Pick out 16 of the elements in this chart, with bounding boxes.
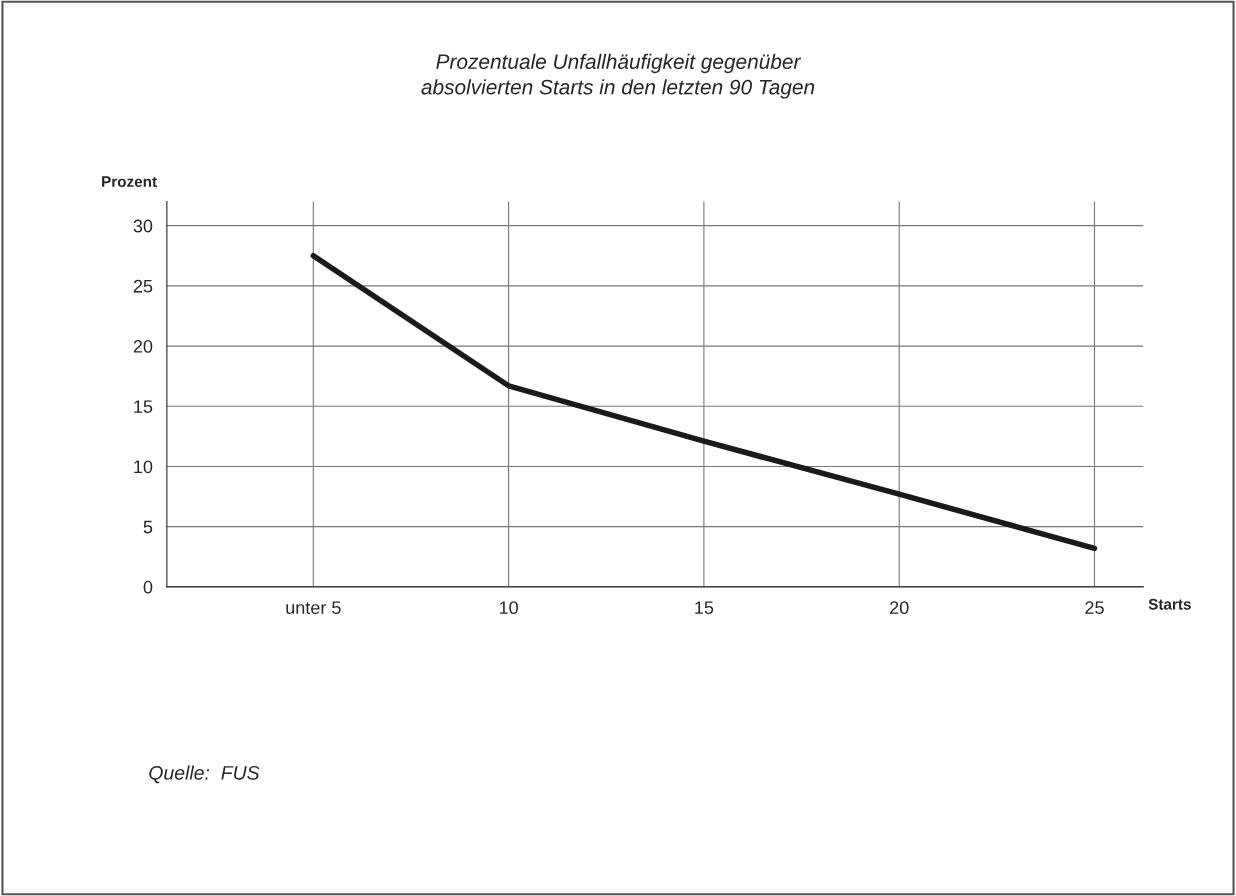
y-tick-label: 0: [143, 580, 153, 594]
y-tick-label: 5: [143, 520, 153, 534]
y-tick-label: 25: [133, 279, 153, 293]
y-tick-label: 20: [133, 340, 153, 353]
x-tick-label: 15: [695, 601, 714, 615]
y-tick-label: 10: [134, 460, 153, 474]
x-tick-label: 10: [499, 601, 518, 615]
x-axis-title: Starts: [1148, 598, 1191, 610]
source-note: Quelle: FUS: [149, 765, 260, 784]
y-axis-title: Prozent: [102, 176, 157, 188]
y-tick-label: 30: [133, 219, 153, 233]
y-tick-label: 15: [134, 400, 153, 413]
x-tick-label: 20: [890, 601, 909, 615]
x-tick-label: unter 5: [286, 601, 341, 615]
chart-title: Prozentuale Unfallhäufigkeit gegenüber absolvierten Starts in den letzten 90 Tagen: [421, 53, 815, 99]
x-tick-label: 25: [1085, 601, 1104, 615]
